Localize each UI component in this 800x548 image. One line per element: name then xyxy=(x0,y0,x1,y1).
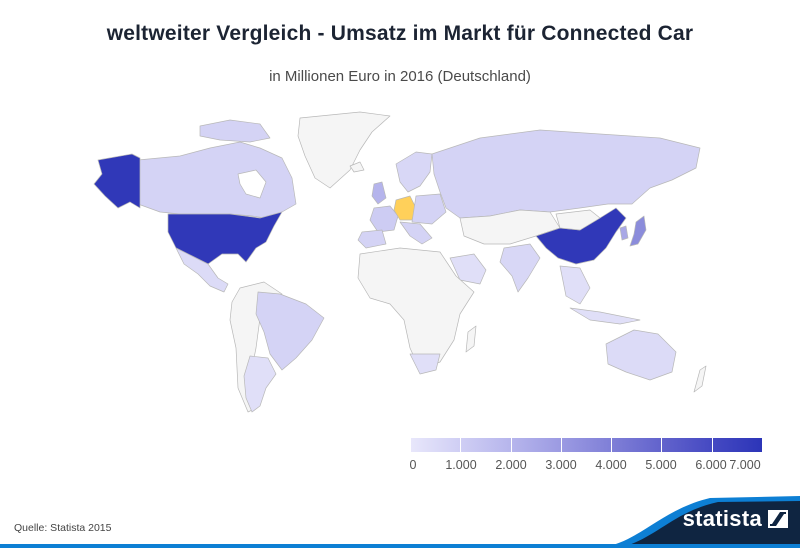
brand-wave-shape xyxy=(600,496,800,548)
region-saudi-arabia[interactable] xyxy=(449,253,487,285)
color-scale-legend: 0 1.000 2.000 3.000 4.000 5.000 6.000 7.… xyxy=(409,438,762,478)
region-brazil[interactable] xyxy=(255,291,325,371)
legend-tick: 3.000 xyxy=(545,458,577,472)
region-southeast-asia[interactable] xyxy=(559,265,591,305)
legend-tick: 2.000 xyxy=(495,458,527,472)
statista-brand-footer: statista xyxy=(600,490,800,548)
hudson-bay xyxy=(237,169,267,199)
region-madagascar[interactable] xyxy=(465,325,477,353)
chart-subtitle: in Millionen Euro in 2016 (Deutschland) xyxy=(269,68,531,85)
source-note: Quelle: Statista 2015 xyxy=(14,522,112,534)
legend-tick: 7.000 xyxy=(729,458,761,472)
region-canada-islands[interactable] xyxy=(199,119,271,143)
region-italy-balkans[interactable] xyxy=(399,221,433,245)
region-eastern-europe[interactable] xyxy=(411,193,447,225)
region-india[interactable] xyxy=(499,243,541,293)
statista-logo-icon xyxy=(768,510,788,528)
legend-segment xyxy=(561,438,613,452)
region-france[interactable] xyxy=(369,205,399,233)
legend-segment xyxy=(511,438,562,452)
legend-tick: 6.000 xyxy=(695,458,727,472)
legend-tick: 1.000 xyxy=(445,458,477,472)
region-alaska[interactable] xyxy=(93,153,141,209)
legend-segment xyxy=(612,438,663,452)
legend-tick: 4.000 xyxy=(595,458,627,472)
legend-tick: 5.000 xyxy=(645,458,677,472)
region-africa[interactable] xyxy=(357,247,475,371)
legend-segment xyxy=(712,438,762,452)
footer-accent-bar xyxy=(0,544,800,548)
region-iceland[interactable] xyxy=(349,161,365,173)
region-argentina[interactable] xyxy=(243,355,277,413)
region-scandinavia[interactable] xyxy=(395,151,433,193)
region-mongolia[interactable] xyxy=(555,209,601,231)
legend-segment xyxy=(411,438,462,452)
chart-title: weltweiter Vergleich - Umsatz im Markt f… xyxy=(106,22,694,45)
region-uk[interactable] xyxy=(371,181,387,205)
region-indonesia[interactable] xyxy=(569,307,641,325)
world-map xyxy=(93,111,707,413)
region-mexico[interactable] xyxy=(175,247,229,293)
region-australia[interactable] xyxy=(605,329,677,381)
legend-tick: 0 xyxy=(409,458,417,472)
legend-segment xyxy=(662,438,713,452)
legend-gradient-bar xyxy=(411,438,762,452)
region-new-zealand[interactable] xyxy=(693,365,707,393)
region-greenland[interactable] xyxy=(297,111,391,189)
region-south-africa[interactable] xyxy=(409,353,441,375)
region-canada[interactable] xyxy=(137,141,297,219)
legend-segment xyxy=(461,438,512,452)
region-japan[interactable] xyxy=(629,215,647,247)
region-iberia[interactable] xyxy=(357,229,387,249)
region-russia[interactable] xyxy=(431,129,701,219)
legend-tick-labels: 0 1.000 2.000 3.000 4.000 5.000 6.000 7.… xyxy=(409,458,762,478)
region-korea[interactable] xyxy=(619,225,629,241)
statista-logo-text[interactable]: statista xyxy=(682,506,762,531)
